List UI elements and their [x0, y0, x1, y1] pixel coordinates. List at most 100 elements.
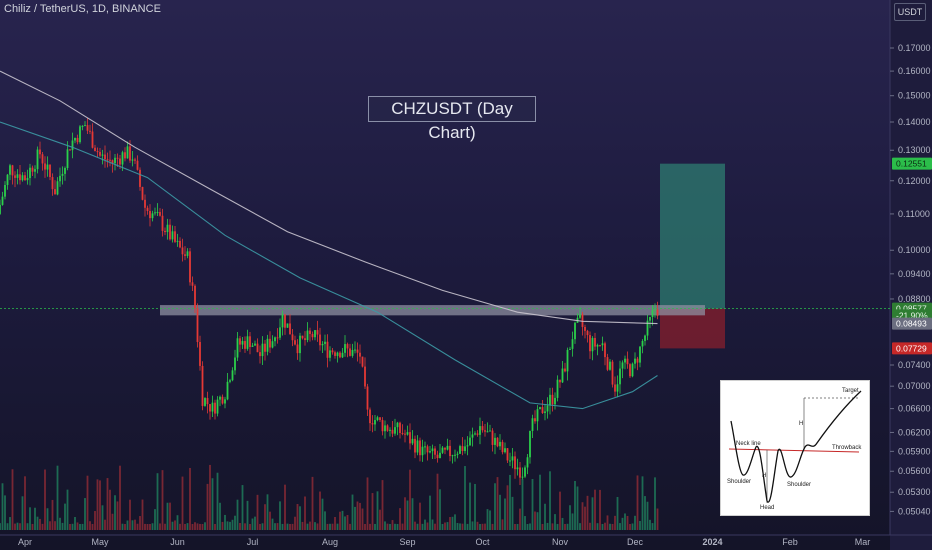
- y-tick-label: 0.05600: [898, 466, 931, 476]
- volume-bar: [564, 523, 566, 530]
- y-tick-label: 0.09400: [898, 269, 931, 279]
- candle-body: [594, 338, 596, 347]
- candle-body: [131, 159, 134, 161]
- volume-bar: [91, 523, 94, 530]
- volume-bar: [391, 520, 394, 530]
- candle-body: [59, 175, 61, 182]
- volume-bar: [504, 498, 506, 530]
- candle-body: [196, 308, 199, 343]
- volume-bar: [434, 523, 436, 530]
- candle-body: [99, 151, 101, 156]
- candle-body: [396, 422, 399, 428]
- candle-body: [219, 396, 221, 400]
- volume-bar: [451, 516, 454, 530]
- moving-average-fast: [0, 121, 658, 410]
- volume-bar: [656, 508, 659, 530]
- price-badge-label: 0.12551: [896, 159, 927, 169]
- candle-body: [279, 327, 281, 338]
- candle-body: [329, 350, 331, 358]
- volume-bar: [466, 523, 469, 530]
- candle-body: [96, 151, 99, 153]
- volume-bar: [294, 516, 296, 530]
- volume-bar: [69, 523, 71, 530]
- candle-body: [619, 368, 621, 385]
- candle-body: [536, 409, 539, 422]
- candle-body: [166, 224, 169, 233]
- volume-bar: [626, 515, 629, 530]
- volume-bar: [621, 517, 624, 530]
- candle-body: [366, 386, 369, 410]
- volume-bar: [156, 473, 159, 530]
- candle-body: [199, 342, 201, 366]
- volume-bar: [404, 497, 406, 530]
- volume-bar: [439, 489, 441, 530]
- candle-body: [506, 448, 509, 461]
- candle-body: [19, 174, 21, 181]
- x-tick-label: Jul: [247, 537, 259, 547]
- x-tick-label: Feb: [782, 537, 798, 547]
- volume-bar: [376, 491, 379, 530]
- volume-bar: [361, 508, 364, 530]
- volume-bar: [326, 523, 329, 530]
- volume-bar: [369, 523, 371, 530]
- candle-body: [336, 352, 339, 356]
- volume-bar: [134, 519, 136, 530]
- candle-body: [401, 432, 404, 434]
- y-tick-label: 0.10000: [898, 245, 931, 255]
- candle-body: [221, 396, 224, 404]
- candle-body: [214, 402, 216, 414]
- candle-body: [81, 125, 84, 127]
- x-tick-label: Aug: [322, 537, 338, 547]
- candle-body: [141, 186, 144, 200]
- y-tick-label: 0.05900: [898, 446, 931, 456]
- currency-button[interactable]: USDT: [894, 3, 926, 21]
- volume-bar: [104, 519, 106, 530]
- x-tick-label: May: [91, 537, 109, 547]
- volume-bar: [14, 523, 16, 530]
- candle-body: [406, 432, 409, 435]
- volume-bar: [9, 517, 11, 530]
- volume-bar: [36, 516, 39, 530]
- candle-body: [151, 213, 154, 219]
- candle-body: [194, 285, 196, 309]
- candle-body: [376, 417, 379, 421]
- candle-body: [64, 167, 66, 174]
- candle-body: [451, 455, 454, 457]
- volume-bar: [541, 523, 544, 530]
- volume-bar: [581, 502, 584, 530]
- candle-body: [209, 404, 211, 412]
- candle-body: [339, 352, 341, 358]
- head-label: Head: [760, 505, 775, 511]
- volume-bar: [239, 522, 241, 530]
- candle-body: [649, 316, 651, 321]
- volume-bar: [4, 495, 6, 530]
- volume-bar: [106, 478, 109, 530]
- candle-body: [361, 356, 364, 367]
- volume-bar: [226, 521, 229, 530]
- candles-group: [0, 118, 659, 486]
- volume-bar: [316, 523, 319, 530]
- candle-body: [449, 445, 451, 457]
- volume-bar: [321, 498, 324, 530]
- candle-body: [539, 407, 541, 410]
- volume-bar: [546, 522, 549, 530]
- volume-bar: [341, 510, 344, 530]
- candle-body: [14, 175, 16, 178]
- candle-body: [321, 343, 324, 346]
- candle-body: [564, 368, 566, 372]
- candle-body: [191, 282, 194, 286]
- candle-body: [481, 426, 484, 431]
- volume-bar: [611, 523, 614, 530]
- volume-bar: [164, 523, 166, 530]
- candle-body: [464, 446, 466, 452]
- candle-body: [91, 131, 94, 148]
- candle-body: [189, 251, 191, 283]
- candle-body: [284, 314, 286, 328]
- candle-body: [341, 352, 344, 358]
- candle-body: [494, 437, 496, 445]
- volume-bar: [496, 477, 499, 530]
- candle-body: [346, 344, 349, 349]
- neckline: [728, 448, 860, 453]
- volume-bar: [359, 502, 361, 530]
